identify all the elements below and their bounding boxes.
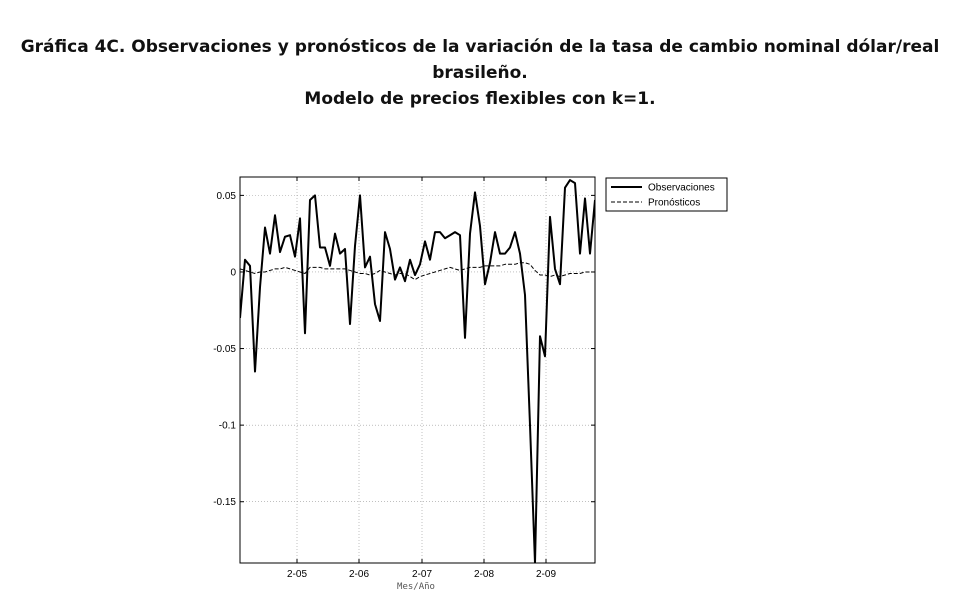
y-tick-label: -0.05 [213,344,236,355]
x-tick-label: 2-07 [412,569,432,580]
x-tick-label: 2-09 [536,569,556,580]
plot-frame [239,176,596,564]
legend: Observaciones Pronósticos [605,177,728,212]
grid-lines [240,177,595,563]
legend-box [605,177,728,212]
x-tick-label: 2-08 [474,569,494,580]
x-tick-label: 2-05 [287,569,307,580]
chart-title-line-1: Gráfica 4C. Observaciones y pronósticos … [20,37,940,57]
y-tick-label: -0.1 [219,421,237,432]
legend-label: Observaciones [648,183,715,194]
chart-title-line-2: brasileño. [432,63,528,83]
axis-ticks: 0.05 0 -0.05 -0.1 -0.15 2-05 2-06 2-07 2-08 2-09 [213,177,595,580]
x-axis-label: Mes/Año [397,582,435,592]
x-tick-label: 2-06 [349,569,369,580]
series-line-pronosticos [240,262,595,281]
series-line-observaciones [240,179,595,563]
legend-label: Pronósticos [648,198,700,209]
chart-title-line-3: Modelo de precios flexibles con k=1. [304,89,656,109]
y-tick-label: -0.15 [213,497,236,508]
y-tick-label: 0.05 [217,191,237,202]
series-group [240,179,595,563]
chart-title: Gráfica 4C. Observaciones y pronósticos … [20,34,940,112]
y-tick-label: 0 [230,267,236,278]
